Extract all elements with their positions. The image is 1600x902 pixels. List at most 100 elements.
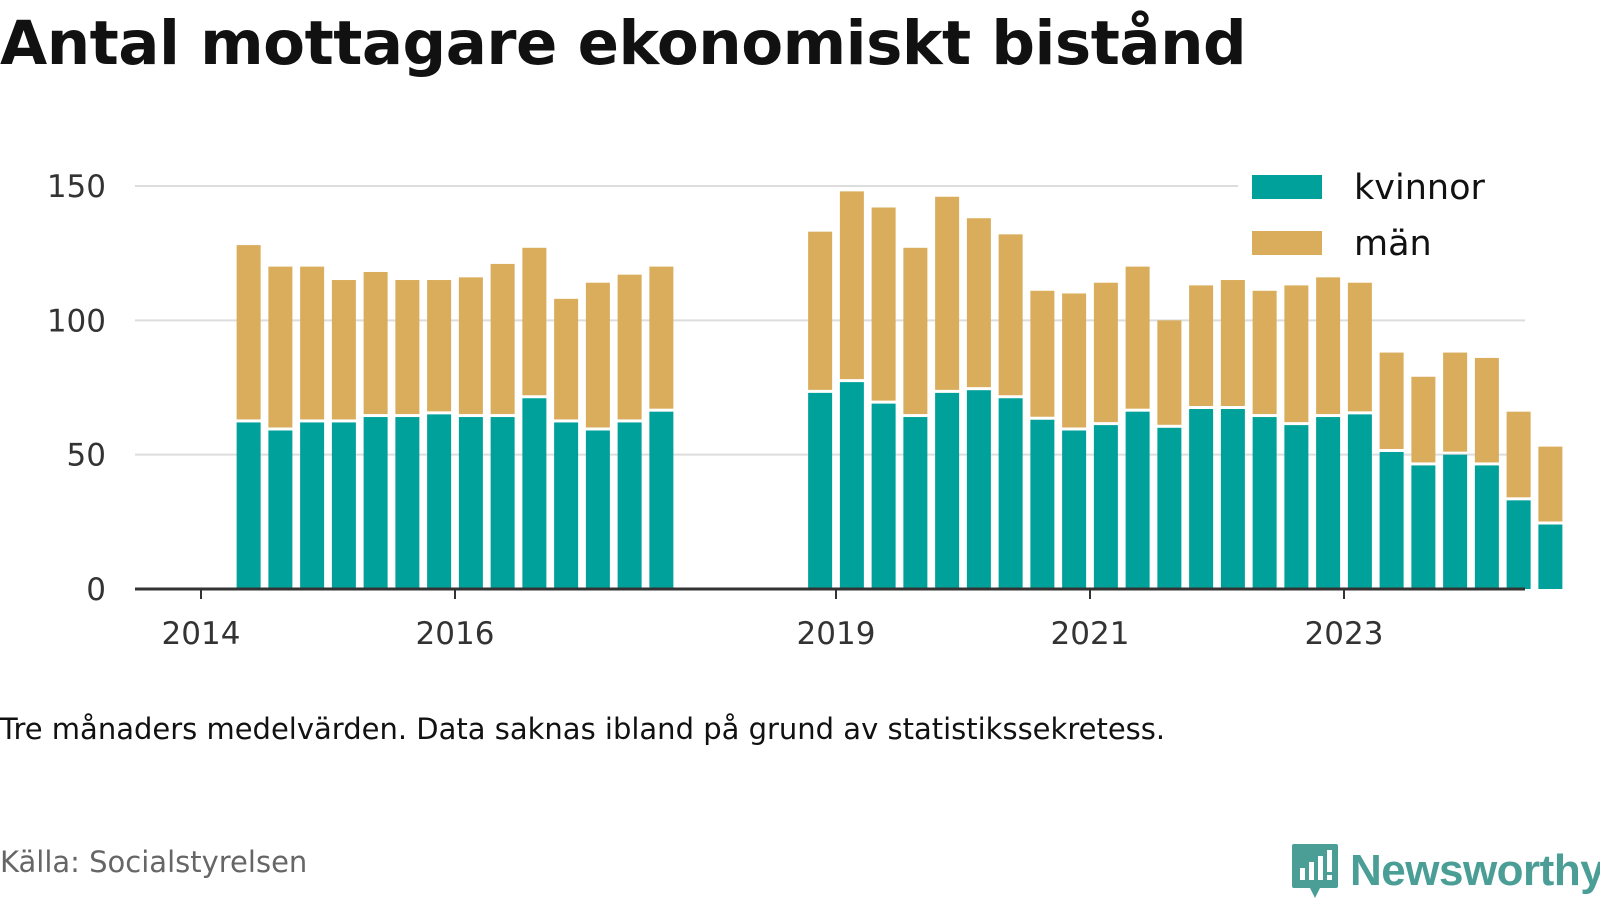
bar-man xyxy=(1093,282,1118,423)
bar-man xyxy=(427,280,452,412)
bar-man xyxy=(1379,352,1404,449)
bar-kvinnor xyxy=(903,417,928,589)
bar-kvinnor xyxy=(1506,500,1531,589)
bar-kvinnor xyxy=(935,392,960,589)
bar-man xyxy=(458,277,483,415)
bar-man xyxy=(1316,277,1341,415)
bar-man xyxy=(1538,446,1563,522)
bar-kvinnor xyxy=(268,430,293,589)
bar-kvinnor xyxy=(1538,524,1563,589)
legend: kvinnor män xyxy=(1238,168,1528,273)
bar-kvinnor xyxy=(1189,408,1214,589)
chart-subtitle: Tre månaders medelvärden. Data saknas ib… xyxy=(0,712,1166,746)
y-tick-label: 50 xyxy=(67,438,106,474)
bar-man xyxy=(966,218,991,388)
bar-man xyxy=(1284,285,1309,423)
newsworthy-logo: Newsworthy xyxy=(1290,840,1600,902)
bar-kvinnor xyxy=(1125,411,1150,589)
bar-kvinnor xyxy=(554,422,579,589)
x-tick-label: 2023 xyxy=(1305,616,1384,652)
bar-kvinnor xyxy=(966,390,991,589)
bar-man xyxy=(617,274,642,420)
bar-kvinnor xyxy=(1030,419,1055,589)
bar-kvinnor xyxy=(1316,417,1341,589)
bar-kvinnor xyxy=(1379,451,1404,589)
bar-man xyxy=(1474,357,1499,463)
y-tick-label: 150 xyxy=(47,169,106,205)
y-tick-label: 100 xyxy=(47,303,106,339)
x-tick-label: 2014 xyxy=(162,616,241,652)
bar-kvinnor xyxy=(427,414,452,589)
bar-kvinnor xyxy=(1284,425,1309,589)
bar-man xyxy=(1506,411,1531,498)
bar-kvinnor xyxy=(839,382,864,589)
bar-man xyxy=(1062,293,1087,428)
bar-kvinnor xyxy=(871,403,896,589)
legend-swatch xyxy=(1252,231,1322,255)
bar-man xyxy=(998,234,1023,396)
bar-man xyxy=(554,298,579,420)
bar-man xyxy=(1411,376,1436,463)
bar-man xyxy=(268,266,293,428)
bar-man xyxy=(300,266,325,420)
bar-kvinnor xyxy=(998,398,1023,589)
bar-kvinnor xyxy=(490,417,515,589)
legend-label: kvinnor xyxy=(1354,168,1485,208)
bar-man xyxy=(236,245,261,420)
bar-kvinnor xyxy=(522,398,547,589)
bar-kvinnor xyxy=(1347,414,1372,589)
x-tick-label: 2021 xyxy=(1051,616,1130,652)
bar-man xyxy=(395,280,420,415)
bar-kvinnor xyxy=(585,430,610,589)
y-axis-ticks: 0 50 100 150 xyxy=(47,169,106,608)
bar-man xyxy=(839,191,864,380)
bars xyxy=(236,191,1563,589)
bar-man xyxy=(649,266,674,409)
chart-title: Antal mottagare ekonomiskt bistånd xyxy=(0,8,1247,79)
bar-man xyxy=(1189,285,1214,406)
bar-kvinnor xyxy=(1157,427,1182,589)
bar-man xyxy=(1443,352,1468,452)
bar-kvinnor xyxy=(1220,408,1245,589)
legend-swatch xyxy=(1252,175,1322,199)
bar-kvinnor xyxy=(236,422,261,589)
source-credit: Källa: Socialstyrelsen xyxy=(0,845,308,879)
bar-man xyxy=(1125,266,1150,409)
x-tick-label: 2019 xyxy=(797,616,876,652)
bar-man xyxy=(490,263,515,415)
bar-man xyxy=(1157,320,1182,425)
bar-man xyxy=(1252,290,1277,415)
bar-man xyxy=(331,280,356,420)
bar-kvinnor xyxy=(808,392,833,589)
bar-kvinnor xyxy=(1252,417,1277,589)
bar-kvinnor xyxy=(1062,430,1087,589)
bar-man xyxy=(585,282,610,428)
bar-man xyxy=(808,231,833,390)
newsworthy-logo-icon xyxy=(1292,844,1338,898)
bar-man xyxy=(935,196,960,390)
x-axis: 2014 2016 2019 2021 2023 xyxy=(135,587,1525,652)
bar-man xyxy=(522,247,547,396)
brand-name: Newsworthy xyxy=(1350,846,1600,895)
bar-man xyxy=(1030,290,1055,417)
bar-kvinnor xyxy=(1093,425,1118,589)
bar-kvinnor xyxy=(1474,465,1499,589)
bar-kvinnor xyxy=(300,422,325,589)
x-tick-label: 2016 xyxy=(416,616,495,652)
bar-man xyxy=(1347,282,1372,412)
bar-man xyxy=(871,207,896,401)
bar-kvinnor xyxy=(617,422,642,589)
bar-kvinnor xyxy=(649,411,674,589)
bar-man xyxy=(363,271,388,415)
bar-man xyxy=(903,247,928,415)
bar-kvinnor xyxy=(395,417,420,589)
bar-kvinnor xyxy=(1443,454,1468,589)
bar-kvinnor xyxy=(331,422,356,589)
bar-kvinnor xyxy=(458,417,483,589)
bar-kvinnor xyxy=(1411,465,1436,589)
bar-kvinnor xyxy=(363,417,388,589)
stacked-bar-chart: 0 50 100 150 2014 2016 2019 2021 2023 kvinnor mä… xyxy=(47,168,1563,652)
y-tick-label: 0 xyxy=(86,572,106,608)
legend-label: män xyxy=(1354,224,1432,264)
bar-man xyxy=(1220,280,1245,406)
